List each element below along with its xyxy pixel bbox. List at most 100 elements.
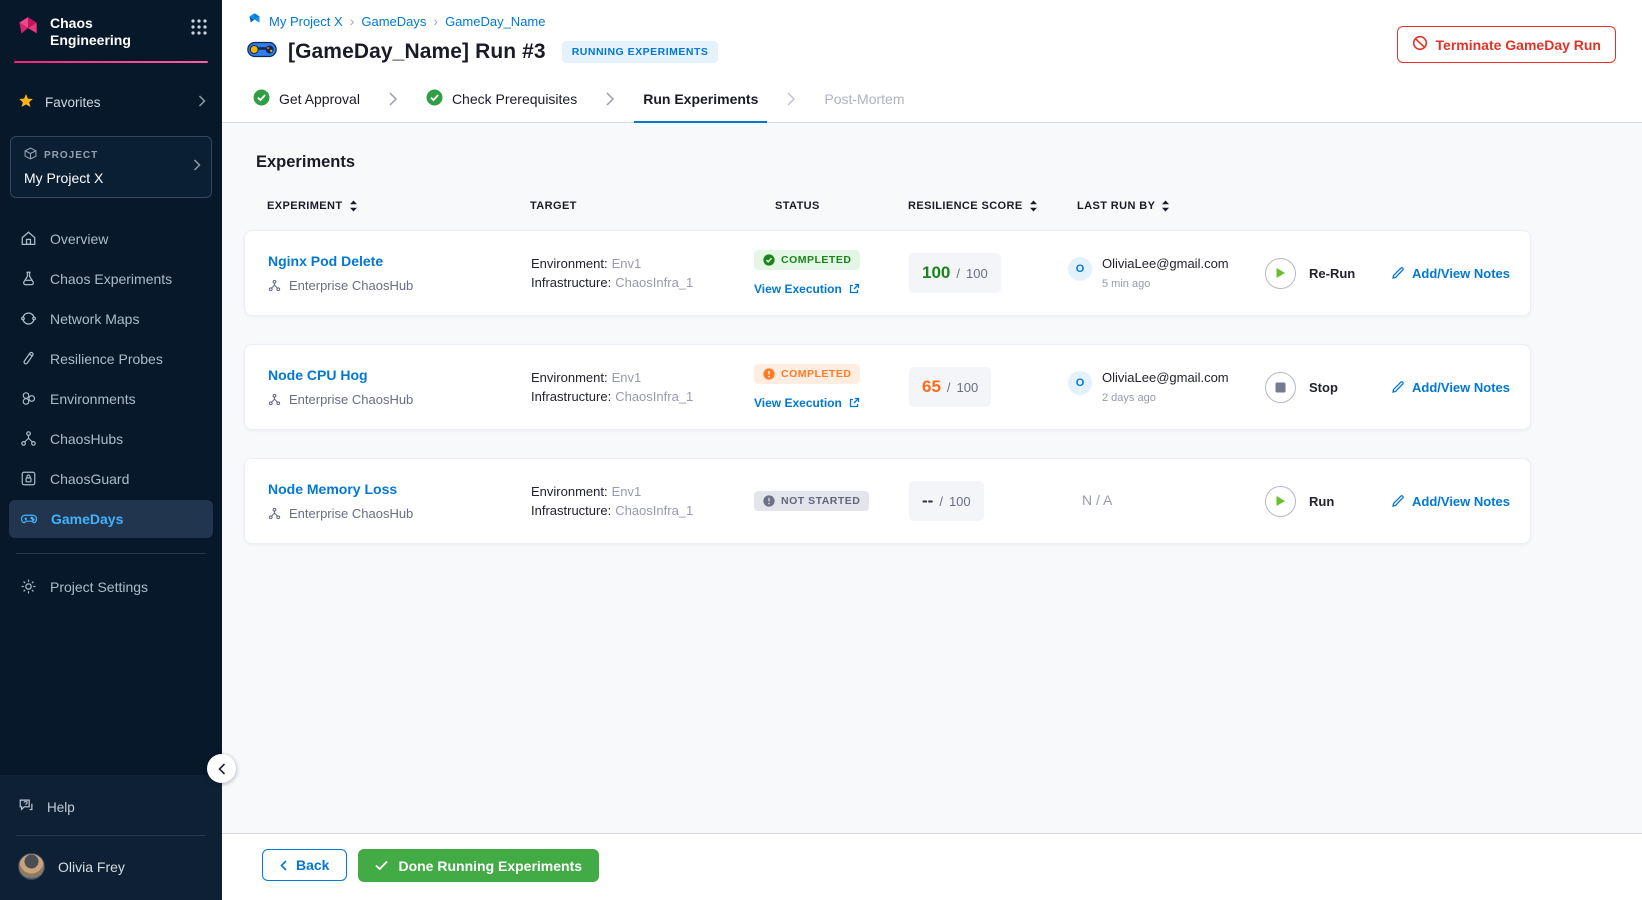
run-by-email: OliviaLee@gmail.com xyxy=(1102,370,1229,385)
action-label[interactable]: Stop xyxy=(1309,379,1338,395)
status-cell: COMPLETED View Execution xyxy=(754,364,898,410)
hub-line: Enterprise ChaosHub xyxy=(268,506,531,521)
add-view-notes-link[interactable]: Add/View Notes xyxy=(1391,266,1530,281)
add-view-notes-link[interactable]: Add/View Notes xyxy=(1391,380,1530,395)
column-header-resilience-score[interactable]: RESILIENCE SCORE xyxy=(897,200,1067,212)
chevron-right-icon xyxy=(198,95,206,110)
experiments-heading: Experiments xyxy=(256,153,356,171)
check-icon xyxy=(375,860,389,871)
check-circle-icon xyxy=(763,254,775,266)
score-box: -- / 100 xyxy=(909,481,984,521)
status-badge-not-started: NOT STARTED xyxy=(754,490,870,511)
brand-header: Chaos Engineering xyxy=(0,0,222,61)
sidebar: Chaos Engineering Favorites xyxy=(0,0,236,900)
play-icon xyxy=(1276,496,1285,506)
score-box: 65 / 100 xyxy=(909,367,992,407)
status-badge: RUNNING EXPERIMENTS xyxy=(561,41,719,63)
step-check-prerequisites[interactable]: Check Prerequisites xyxy=(421,76,582,122)
sidebar-item-chaos-experiments[interactable]: Chaos Experiments xyxy=(9,260,213,297)
resilience-score-cell: -- / 100 xyxy=(898,481,1068,521)
play-icon xyxy=(1276,268,1285,278)
stop-button[interactable] xyxy=(1265,371,1296,403)
favorites-row[interactable]: Favorites xyxy=(0,77,222,120)
status-cell: NOT STARTED xyxy=(754,490,898,512)
chaoshub-icon xyxy=(268,393,281,406)
chevron-right-icon xyxy=(606,76,615,122)
main-area: My Project X › GameDays › GameDay_Name xyxy=(222,0,1642,900)
view-execution-link[interactable]: View Execution xyxy=(754,282,898,296)
last-run-by-cell: O OliviaLee@gmail.com 2 days ago xyxy=(1068,370,1253,404)
user-profile[interactable]: Olivia Frey xyxy=(0,840,222,900)
sidebar-item-gamedays[interactable]: GameDays xyxy=(9,500,213,539)
external-link-icon xyxy=(849,283,859,294)
sidebar-item-resilience-probes[interactable]: Resilience Probes xyxy=(9,340,213,377)
last-run-by-cell: O OliviaLee@gmail.com 5 min ago xyxy=(1068,256,1253,290)
prohibit-icon xyxy=(1412,35,1428,54)
breadcrumb-gameday-link[interactable]: GameDay_Name xyxy=(445,13,546,29)
run-by-time: 5 min ago xyxy=(1102,278,1151,290)
help-button[interactable]: Help xyxy=(0,783,222,831)
score-box: 100 / 100 xyxy=(909,253,1001,293)
star-icon xyxy=(18,93,34,112)
step-post-mortem[interactable]: Post-Mortem xyxy=(824,91,905,107)
step-run-experiments[interactable]: Run Experiments xyxy=(634,76,768,123)
column-header-last-run-by[interactable]: LAST RUN BY xyxy=(1067,200,1252,212)
breadcrumb: My Project X › GameDays › GameDay_Name xyxy=(247,12,1616,30)
avatar: O xyxy=(1068,371,1092,395)
module-grid-icon[interactable] xyxy=(190,18,208,41)
sidebar-item-network-maps[interactable]: Network Maps xyxy=(9,300,213,337)
rerun-button[interactable] xyxy=(1265,257,1296,289)
run-button[interactable] xyxy=(1265,485,1296,517)
status-badge-completed: COMPLETED xyxy=(754,250,861,270)
step-get-approval[interactable]: Get Approval xyxy=(248,76,365,122)
chat-help-icon xyxy=(18,797,35,817)
target-cell: Environment: Env1 Infrastructure: ChaosInf… xyxy=(531,256,694,290)
sidebar-item-chaosguard[interactable]: ChaosGuard xyxy=(9,460,213,497)
harness-breadcrumb-icon xyxy=(247,12,262,30)
back-button[interactable]: Back xyxy=(262,849,348,881)
project-kicker: PROJECT xyxy=(24,147,185,163)
column-header-target: TARGET xyxy=(530,200,577,212)
breadcrumb-project-link[interactable]: My Project X xyxy=(269,13,343,29)
status-badge-completed-warning: COMPLETED xyxy=(754,364,861,384)
experiment-row-nginx-pod-delete: Nginx Pod Delete Enterprise ChaosHub Env… xyxy=(244,230,1531,316)
sort-icon xyxy=(349,200,357,212)
experiment-cell: Node Memory Loss Enterprise ChaosHub xyxy=(268,481,531,521)
stepper: Get Approval Check Prerequisites Run Exp… xyxy=(222,76,1642,123)
action-label[interactable]: Run xyxy=(1309,493,1335,509)
sidebar-item-chaoshubs[interactable]: ChaosHubs xyxy=(9,420,213,457)
cube-icon xyxy=(24,147,37,163)
experiment-name-link[interactable]: Node Memory Loss xyxy=(268,481,398,497)
terminate-gameday-button[interactable]: Terminate GameDay Run xyxy=(1396,26,1616,63)
view-execution-link[interactable]: View Execution xyxy=(754,396,898,410)
sort-icon xyxy=(1162,200,1170,212)
experiment-row-node-cpu-hog: Node CPU Hog Enterprise ChaosHub Environ… xyxy=(244,344,1531,430)
pencil-icon xyxy=(1392,381,1404,393)
experiment-name-link[interactable]: Nginx Pod Delete xyxy=(268,253,384,269)
sidebar-nav: Overview Chaos Experiments Network Maps … xyxy=(0,220,222,539)
column-header-experiment[interactable]: EXPERIMENT xyxy=(267,200,530,212)
brand-title: Chaos Engineering xyxy=(50,15,131,48)
run-by-na: N / A xyxy=(1082,492,1113,508)
experiment-name-link[interactable]: Node CPU Hog xyxy=(268,367,368,383)
content-area: Experiments EXPERIMENT TARGET STATUS RES… xyxy=(222,123,1642,833)
chaoshub-icon xyxy=(268,279,281,292)
add-view-notes-link[interactable]: Add/View Notes xyxy=(1391,494,1530,509)
project-selector[interactable]: PROJECT My Project X xyxy=(10,136,212,199)
sidebar-divider xyxy=(16,835,206,836)
sidebar-item-overview[interactable]: Overview xyxy=(9,220,213,257)
chaoshub-icon xyxy=(268,507,281,520)
sidebar-item-project-settings[interactable]: Project Settings xyxy=(9,568,213,605)
experiment-row-node-memory-loss: Node Memory Loss Enterprise ChaosHub Env… xyxy=(244,458,1531,544)
table-header-row: EXPERIMENT TARGET STATUS RESILIENCE SCOR… xyxy=(244,200,1531,212)
done-running-experiments-button[interactable]: Done Running Experiments xyxy=(358,849,600,882)
alert-circle-icon xyxy=(763,494,775,507)
breadcrumb-gamedays-link[interactable]: GameDays xyxy=(361,13,427,29)
chevron-right-icon xyxy=(389,76,397,122)
action-label[interactable]: Re-Run xyxy=(1309,265,1356,281)
sidebar-item-environments[interactable]: Environments xyxy=(9,380,213,417)
gamepad-icon xyxy=(247,39,277,65)
user-name: Olivia Frey xyxy=(58,858,125,875)
avatar: O xyxy=(1068,257,1092,281)
sidebar-collapse-handle[interactable] xyxy=(207,754,236,783)
